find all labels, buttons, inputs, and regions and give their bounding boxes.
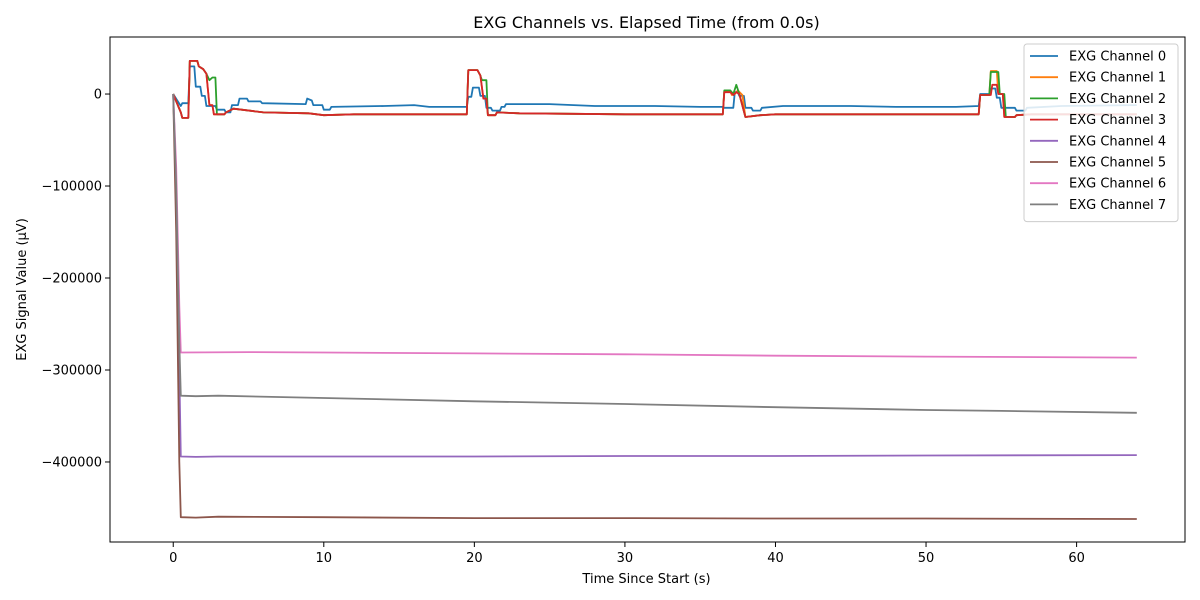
x-axis: 0 10 20 30 40 50 60 bbox=[169, 542, 1085, 566]
legend-entry: EXG Channel 1 bbox=[1069, 71, 1166, 86]
legend-entry: EXG Channel 6 bbox=[1069, 177, 1166, 192]
series-line-channel-2 bbox=[172, 60, 1137, 119]
series-line-channel-5 bbox=[172, 93, 1137, 520]
x-tick-label: 20 bbox=[466, 551, 483, 566]
legend-entry: EXG Channel 0 bbox=[1069, 50, 1166, 65]
x-tick-label: 60 bbox=[1068, 551, 1085, 566]
legend-entry: EXG Channel 4 bbox=[1069, 134, 1166, 149]
y-tick-label: −400000 bbox=[41, 455, 102, 470]
plot-frame bbox=[109, 36, 1186, 543]
series-line-channel-0 bbox=[172, 65, 1137, 114]
legend-entry: EXG Channel 3 bbox=[1069, 113, 1166, 128]
x-tick-label: 10 bbox=[316, 551, 333, 566]
x-tick-label: 0 bbox=[169, 551, 177, 566]
legend-entry: EXG Channel 2 bbox=[1069, 92, 1166, 107]
x-tick-label: 50 bbox=[918, 551, 935, 566]
y-tick-label: 0 bbox=[94, 88, 102, 103]
y-tick-label: −300000 bbox=[41, 363, 102, 378]
y-axis-label: EXG Signal Value (µV) bbox=[15, 218, 30, 361]
y-tick-label: −200000 bbox=[41, 272, 102, 287]
chart-title: EXG Channels vs. Elapsed Time (from 0.0s… bbox=[473, 13, 819, 32]
x-axis-label: Time Since Start (s) bbox=[581, 572, 710, 587]
series-layer bbox=[172, 60, 1137, 520]
legend-entry: EXG Channel 7 bbox=[1069, 198, 1166, 213]
y-tick-label: −100000 bbox=[41, 180, 102, 195]
legend-entry: EXG Channel 5 bbox=[1069, 156, 1166, 171]
legend: EXG Channel 0 EXG Channel 1 EXG Channel 2 E… bbox=[1023, 43, 1179, 223]
y-axis: 0 −100000 −200000 −300000 −400000 bbox=[41, 88, 110, 470]
series-line-channel-3 bbox=[172, 60, 1137, 119]
series-line-channel-7 bbox=[172, 93, 1137, 414]
legend-box bbox=[1023, 43, 1179, 223]
x-tick-label: 40 bbox=[767, 551, 784, 566]
x-tick-label: 30 bbox=[617, 551, 634, 566]
